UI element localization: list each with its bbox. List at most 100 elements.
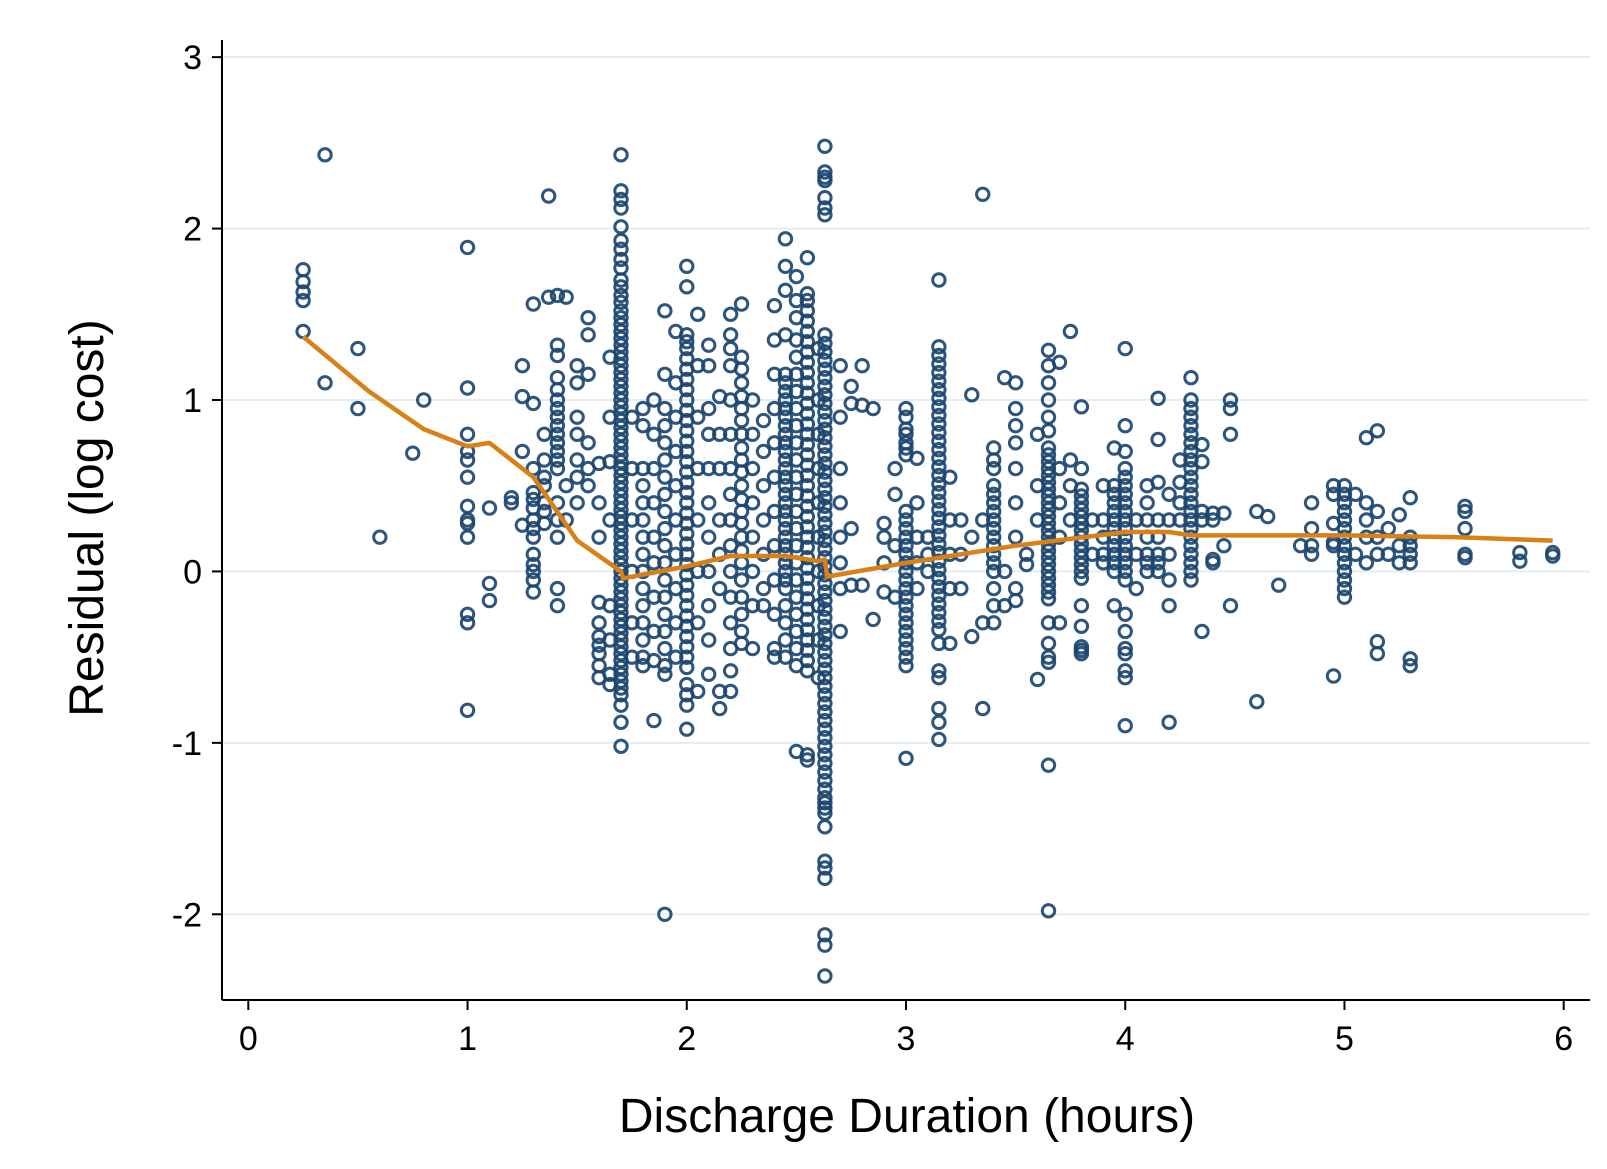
data-point bbox=[722, 327, 739, 343]
data-point bbox=[525, 563, 542, 580]
data-point bbox=[295, 284, 311, 300]
data-point bbox=[985, 529, 1002, 545]
data-point bbox=[817, 764, 833, 780]
data-point bbox=[1117, 340, 1133, 357]
data-point bbox=[964, 628, 980, 645]
data-point bbox=[525, 296, 542, 312]
x-axis-title: Discharge Duration (hours) bbox=[619, 1090, 1195, 1143]
data-point bbox=[635, 615, 651, 631]
data-point bbox=[985, 495, 1002, 511]
data-point bbox=[657, 503, 673, 520]
data-point bbox=[317, 375, 333, 391]
x-tick-label: 1 bbox=[458, 1020, 477, 1058]
data-point bbox=[679, 721, 695, 737]
data-point bbox=[580, 478, 596, 494]
data-point bbox=[1183, 546, 1199, 562]
data-point bbox=[646, 460, 662, 477]
data-point bbox=[942, 635, 958, 652]
data-point bbox=[953, 580, 969, 597]
data-point bbox=[459, 702, 476, 718]
data-point bbox=[854, 577, 870, 593]
data-point bbox=[679, 546, 695, 562]
data-point bbox=[679, 474, 695, 490]
data-point bbox=[1402, 538, 1418, 554]
data-point bbox=[817, 464, 833, 480]
data-point bbox=[777, 460, 794, 477]
data-point bbox=[817, 370, 833, 386]
data-point bbox=[777, 375, 794, 391]
data-point bbox=[777, 231, 794, 247]
data-point bbox=[1161, 546, 1177, 562]
data-point bbox=[898, 589, 914, 605]
data-point bbox=[865, 400, 881, 417]
data-point bbox=[700, 495, 717, 511]
data-point bbox=[1270, 577, 1287, 593]
data-point bbox=[722, 615, 739, 631]
data-point bbox=[817, 200, 833, 216]
data-point bbox=[817, 687, 833, 703]
data-point bbox=[898, 649, 914, 665]
data-point bbox=[1007, 460, 1024, 477]
data-point bbox=[1222, 400, 1239, 417]
data-point bbox=[817, 524, 833, 540]
data-point bbox=[931, 450, 947, 466]
data-point bbox=[613, 200, 629, 216]
data-point bbox=[1117, 572, 1133, 588]
data-point bbox=[1183, 469, 1199, 485]
data-point bbox=[679, 443, 695, 460]
data-point bbox=[817, 507, 833, 523]
data-point bbox=[777, 282, 794, 298]
data-point bbox=[722, 663, 739, 679]
data-point bbox=[985, 615, 1002, 631]
data-point bbox=[657, 606, 673, 622]
data-point bbox=[777, 478, 794, 494]
data-point bbox=[580, 435, 596, 451]
data-point bbox=[931, 502, 947, 518]
data-point bbox=[679, 659, 695, 676]
data-point bbox=[799, 250, 816, 266]
data-point bbox=[817, 695, 833, 712]
data-point bbox=[1336, 555, 1353, 571]
data-point bbox=[817, 860, 833, 876]
data-point bbox=[569, 495, 585, 511]
data-point bbox=[777, 443, 794, 460]
data-point bbox=[887, 486, 903, 502]
data-point bbox=[1402, 546, 1418, 562]
data-point bbox=[898, 400, 914, 417]
data-point bbox=[817, 635, 833, 652]
data-point bbox=[931, 663, 947, 679]
data-point bbox=[1062, 323, 1079, 340]
data-point bbox=[657, 486, 673, 502]
data-point bbox=[876, 529, 892, 545]
data-point bbox=[1347, 486, 1364, 502]
data-point bbox=[690, 409, 706, 425]
data-point bbox=[1380, 546, 1397, 562]
data-point bbox=[985, 503, 1002, 520]
data-point bbox=[817, 472, 833, 489]
data-point bbox=[799, 570, 816, 586]
data-point bbox=[549, 580, 566, 597]
data-point bbox=[909, 495, 925, 511]
data-point bbox=[558, 289, 574, 305]
data-point bbox=[898, 538, 914, 554]
data-point bbox=[931, 347, 947, 364]
data-point bbox=[817, 207, 833, 223]
data-point bbox=[817, 800, 833, 816]
data-point bbox=[657, 572, 673, 588]
data-point bbox=[1040, 757, 1057, 773]
data-point bbox=[459, 469, 476, 485]
data-point bbox=[744, 426, 761, 442]
data-point bbox=[777, 495, 794, 511]
data-point bbox=[1073, 570, 1090, 586]
data-point bbox=[777, 598, 794, 614]
data-point bbox=[799, 747, 816, 763]
data-point bbox=[679, 279, 695, 295]
data-point bbox=[931, 416, 947, 432]
data-point bbox=[931, 339, 947, 355]
data-point bbox=[817, 730, 833, 746]
data-point bbox=[700, 337, 717, 353]
data-point bbox=[679, 505, 695, 521]
data-point bbox=[1040, 409, 1057, 425]
data-point bbox=[1336, 572, 1353, 588]
data-point bbox=[1117, 538, 1133, 554]
